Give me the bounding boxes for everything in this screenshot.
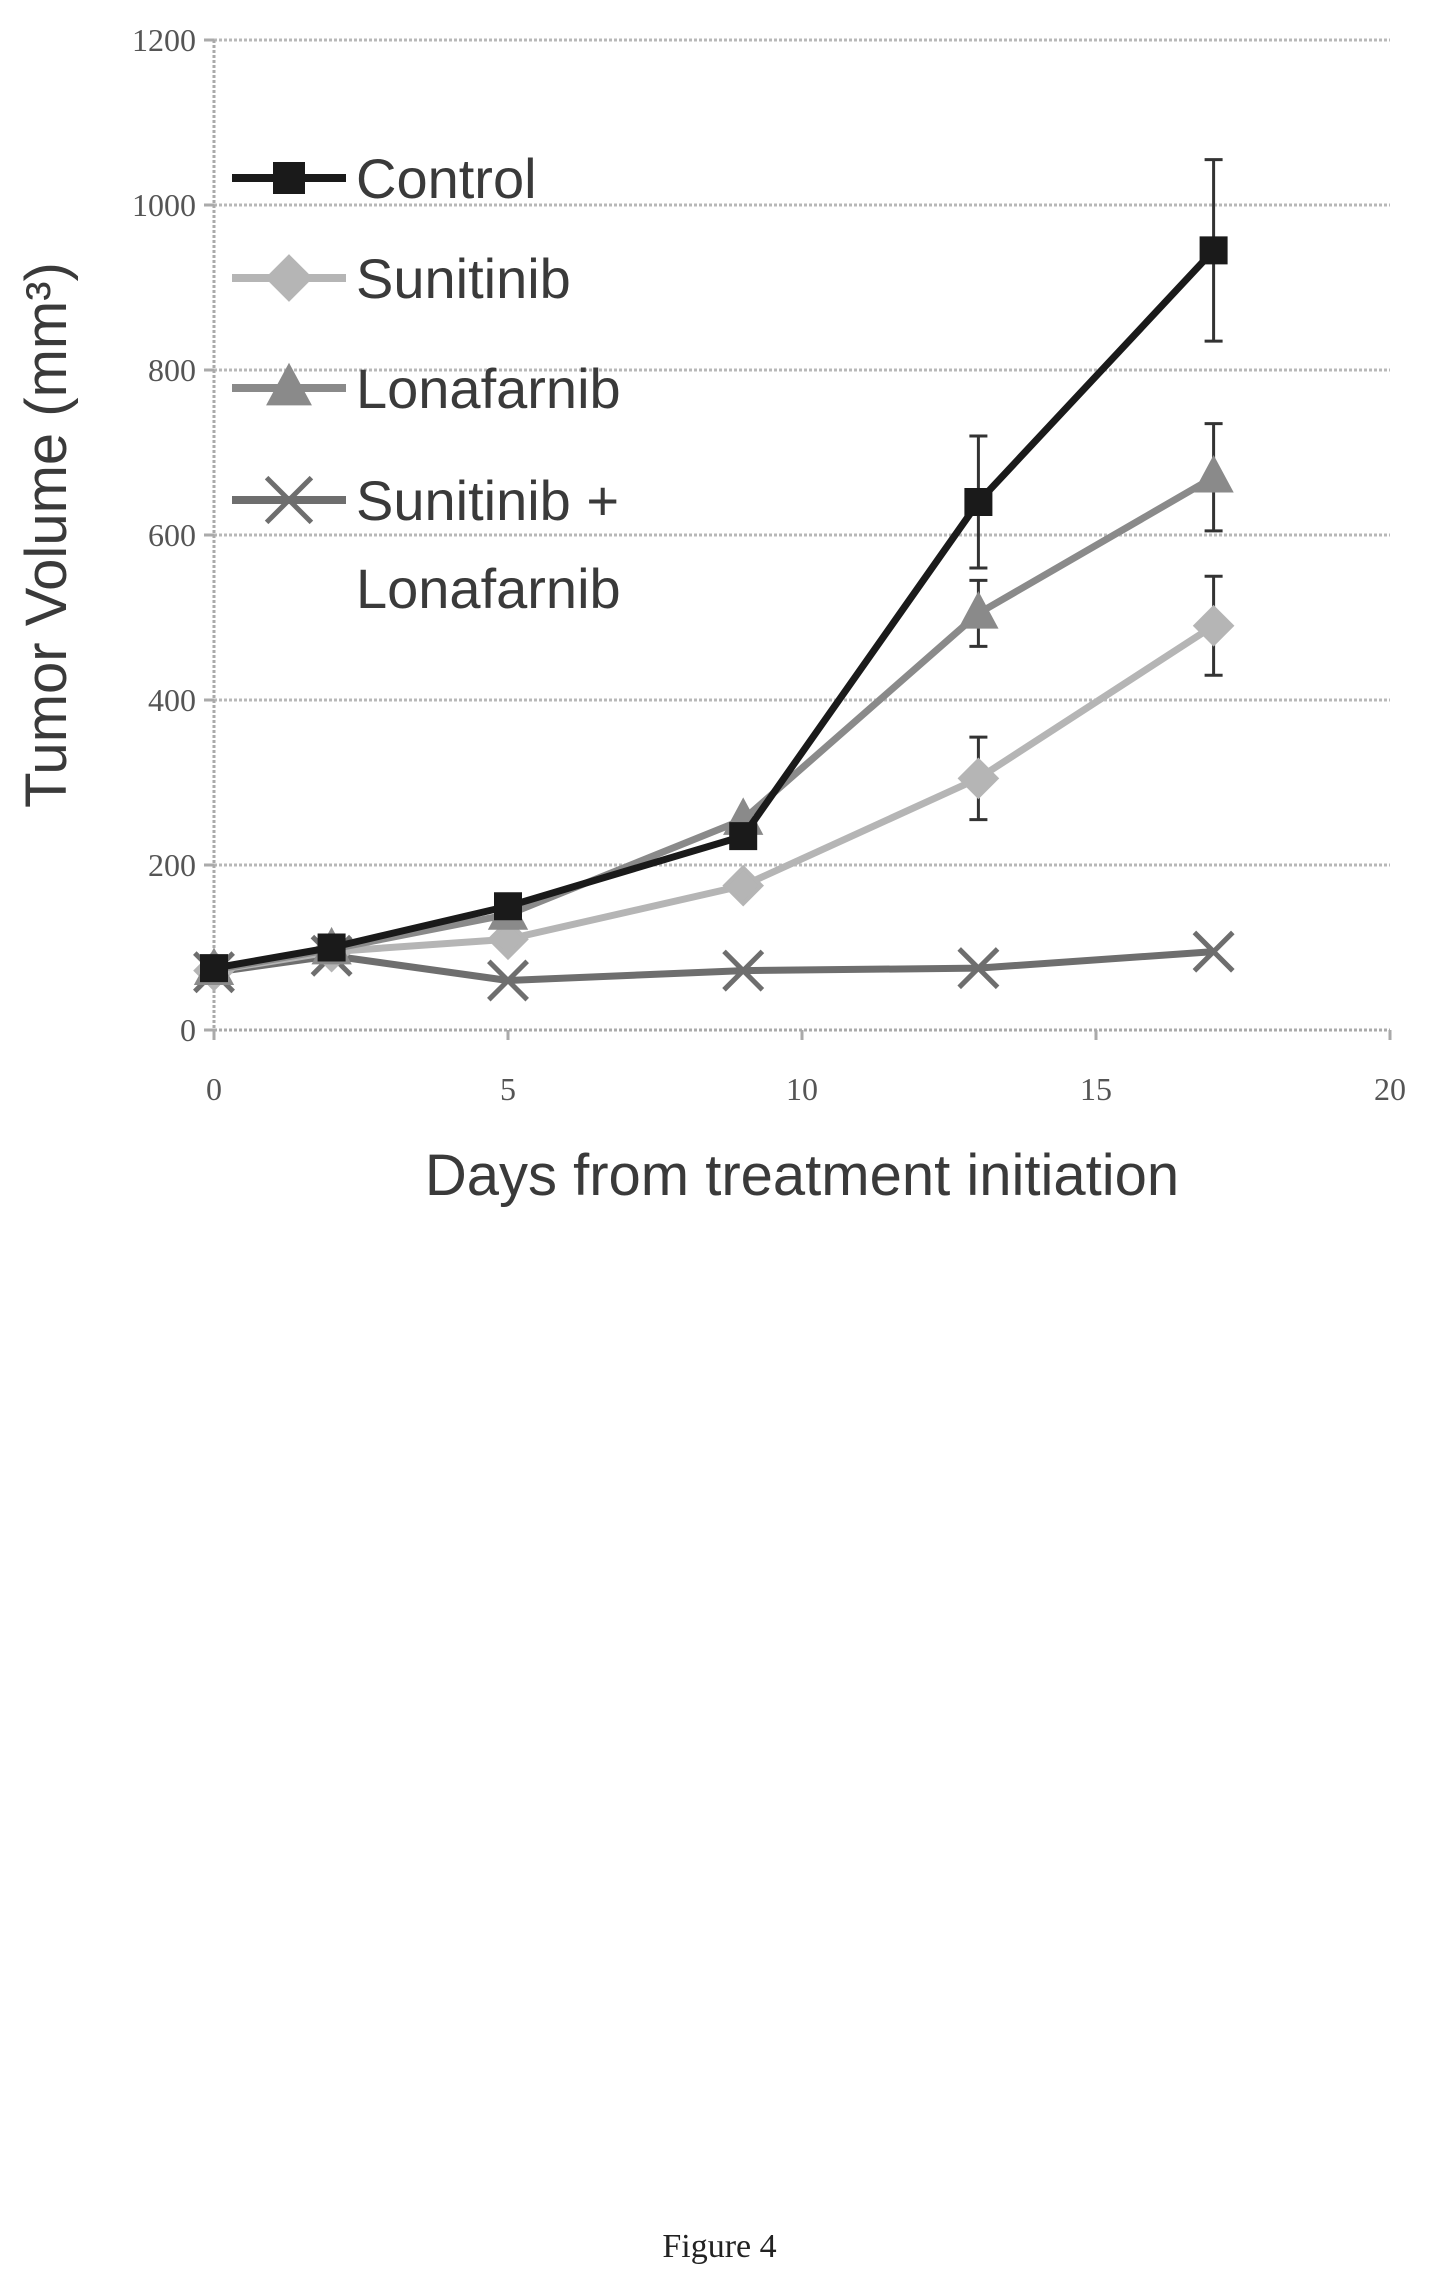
data-point <box>729 822 758 851</box>
y-tick-label: 0 <box>180 1012 196 1048</box>
data-point <box>487 959 529 1002</box>
data-point <box>957 947 1000 990</box>
data-point <box>1199 236 1228 265</box>
data-point <box>964 488 993 516</box>
legend-item-control: Control <box>232 147 537 210</box>
legend-item-sunitinib: Sunitinib <box>232 247 571 310</box>
series-line <box>213 948 1214 984</box>
y-axis-title: Tumor Volume (mm³) <box>14 262 79 808</box>
series-control <box>200 158 1228 983</box>
x-tick-label: 0 <box>206 1071 222 1107</box>
y-tick-label: 400 <box>148 682 196 718</box>
x-tick-label: 5 <box>500 1071 516 1107</box>
series-layer <box>193 158 1235 1002</box>
legend-label: Control <box>356 147 537 210</box>
data-point <box>1192 930 1235 973</box>
series-line <box>213 622 1216 975</box>
y-tick-label: 200 <box>148 847 196 883</box>
series-lonafarnib <box>193 422 1234 985</box>
legend-swatch-marker <box>265 254 313 302</box>
legend-label: Sunitinib <box>356 247 571 310</box>
legend-label: Lonafarnib <box>356 357 621 420</box>
series-sunitinib <box>193 574 1235 992</box>
x-tick-label: 20 <box>1374 1071 1406 1107</box>
legend-swatch-marker <box>266 362 312 406</box>
series-line <box>213 247 1217 972</box>
legend-label: Lonafarnib <box>356 557 621 620</box>
x-tick-labels: 0 5 10 15 20 <box>206 1030 1406 1107</box>
data-point <box>317 933 346 962</box>
y-tick-label: 600 <box>148 517 196 553</box>
data-point <box>1193 455 1234 493</box>
data-point <box>1192 604 1235 647</box>
y-tick-label: 800 <box>148 352 196 388</box>
legend: Control Sunitinib Lonafarnib Sunitinib + Lon… <box>232 147 621 620</box>
data-point <box>200 954 228 983</box>
data-point <box>494 892 522 921</box>
x-tick-label: 10 <box>786 1071 818 1107</box>
x-tick-label: 15 <box>1080 1071 1112 1107</box>
data-point <box>487 918 529 961</box>
tumor-volume-chart: 0 200 400 600 800 1000 1200 0 5 10 15 20 Days from… <box>14 22 1406 1208</box>
legend-label: Sunitinib + <box>356 469 619 532</box>
y-tick-label: 1200 <box>132 22 196 58</box>
legend-swatch-marker <box>264 475 314 525</box>
legend-item-sunitinib-lonafarnib: Sunitinib + Lonafarnib <box>232 469 621 620</box>
y-tick-label: 1000 <box>132 187 196 223</box>
data-point <box>722 949 765 992</box>
figure-caption: Figure 4 <box>662 2228 777 2265</box>
data-point <box>722 864 765 907</box>
legend-item-lonafarnib: Lonafarnib <box>232 357 621 420</box>
data-point <box>958 591 999 629</box>
y-tick-labels: 0 200 400 600 800 1000 1200 <box>132 22 214 1048</box>
legend-swatch-marker <box>273 162 305 194</box>
data-point <box>957 757 1000 800</box>
x-axis-title: Days from treatment initiation <box>425 1143 1179 1208</box>
gridlines <box>214 38 1390 867</box>
